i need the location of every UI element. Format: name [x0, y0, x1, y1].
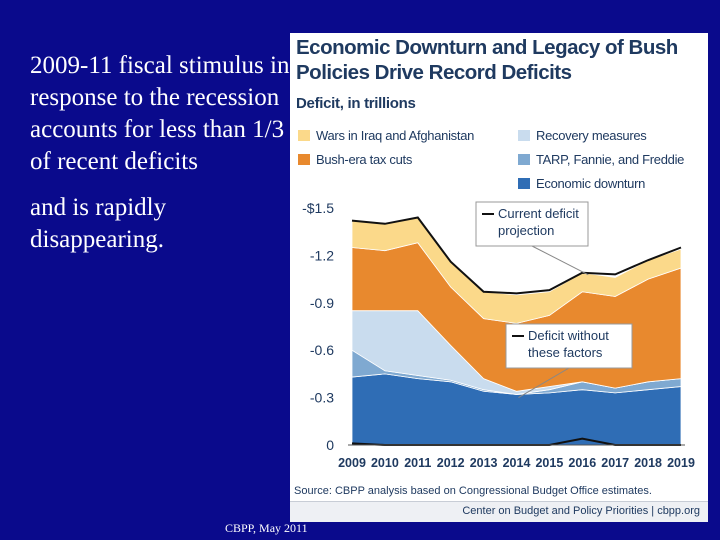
legend-label-recovery: Recovery measures — [536, 128, 647, 143]
annotation-without-factors-label-line2: these factors — [528, 345, 603, 360]
x-tick-label: 2012 — [437, 456, 465, 470]
chart-title-line2: Policies Drive Record Deficits — [296, 61, 572, 84]
x-tick-label: 2015 — [535, 456, 563, 470]
annotation-current-deficit-leader — [531, 245, 589, 276]
line-current-deficit — [351, 216, 682, 295]
y-tick-label: 0 — [326, 437, 334, 453]
chart-figure: Economic Downturn and Legacy of Bush Pol… — [290, 33, 708, 522]
legend-wars: Wars in Iraq and Afghanistan — [298, 128, 474, 143]
annotation-current-deficit-label-line1: Current deficit — [498, 206, 579, 221]
y-tick-label: -0.9 — [310, 295, 334, 311]
slide-text: 2009-11 fiscal stimulus in response to t… — [30, 50, 290, 256]
x-tick-label: 2017 — [601, 456, 629, 470]
x-tick-label: 2019 — [667, 456, 695, 470]
x-tick-label: 2010 — [371, 456, 399, 470]
legend-tax-cuts: Bush-era tax cuts — [298, 152, 412, 167]
legend-label-wars: Wars in Iraq and Afghanistan — [316, 128, 475, 143]
x-tick-label: 2011 — [404, 456, 431, 470]
x-tick-label: 2014 — [503, 456, 531, 470]
legend-tarp: TARP, Fannie, and Freddie — [518, 152, 684, 167]
y-tick-label: -1.2 — [310, 247, 334, 263]
chart-credit: Center on Budget and Policy Priorities |… — [462, 505, 700, 517]
legend-swatch-recovery — [518, 130, 530, 141]
slide-footer: CBPP, May 2011 — [225, 521, 308, 535]
chart-title: Economic Downturn and Legacy of Bush Pol… — [296, 35, 706, 85]
y-tick-label: -0.3 — [310, 390, 334, 406]
legend-label-tax-cuts: Bush-era tax cuts — [316, 152, 413, 167]
chart-ylabel: Deficit, in trillions — [296, 95, 416, 112]
chart-title-line1: Economic Downturn and Legacy of Bush — [296, 36, 678, 59]
x-tick-label: 2013 — [470, 456, 498, 470]
x-tick-label: 2018 — [634, 456, 662, 470]
annotation-without-factors-box — [505, 323, 633, 369]
legend-swatch-tax-cuts — [298, 154, 310, 165]
legend-swatch-tarp — [518, 154, 530, 165]
x-tick-label: 2009 — [338, 456, 366, 470]
legend-label-downturn: Economic downturn — [536, 176, 646, 191]
chart-source: Source: CBPP analysis based on Congressi… — [294, 485, 652, 497]
legend-recovery: Recovery measures — [518, 128, 647, 143]
legend-label-tarp: TARP, Fannie, and Freddie — [536, 152, 685, 167]
bullet-disappearing: and is rapidly disappearing. — [30, 194, 167, 253]
annotation-current-deficit-box — [475, 201, 589, 247]
legend-swatch-downturn — [518, 178, 530, 189]
x-tick-label: 2016 — [568, 456, 596, 470]
legend-swatch-wars — [298, 130, 310, 141]
annotation-without-factors-leader — [518, 367, 570, 399]
annotation-current-deficit-label-line2: projection — [498, 223, 554, 238]
bullet-fiscal-stimulus: 2009-11 fiscal stimulus in response to t… — [30, 52, 290, 175]
annotation-without-factors-label-line1: Deficit without — [528, 328, 609, 343]
chart-plot: 0 -0.3 -0.6 -0.9 -1.2 -$1.5 2009 2010 2011 2012 20… — [302, 200, 695, 470]
chart-credit-bar: Center on Budget and Policy Priorities |… — [290, 501, 708, 522]
y-tick-label: -0.6 — [310, 342, 334, 358]
legend-downturn: Economic downturn — [518, 176, 645, 191]
y-tick-label: -$1.5 — [302, 200, 334, 216]
